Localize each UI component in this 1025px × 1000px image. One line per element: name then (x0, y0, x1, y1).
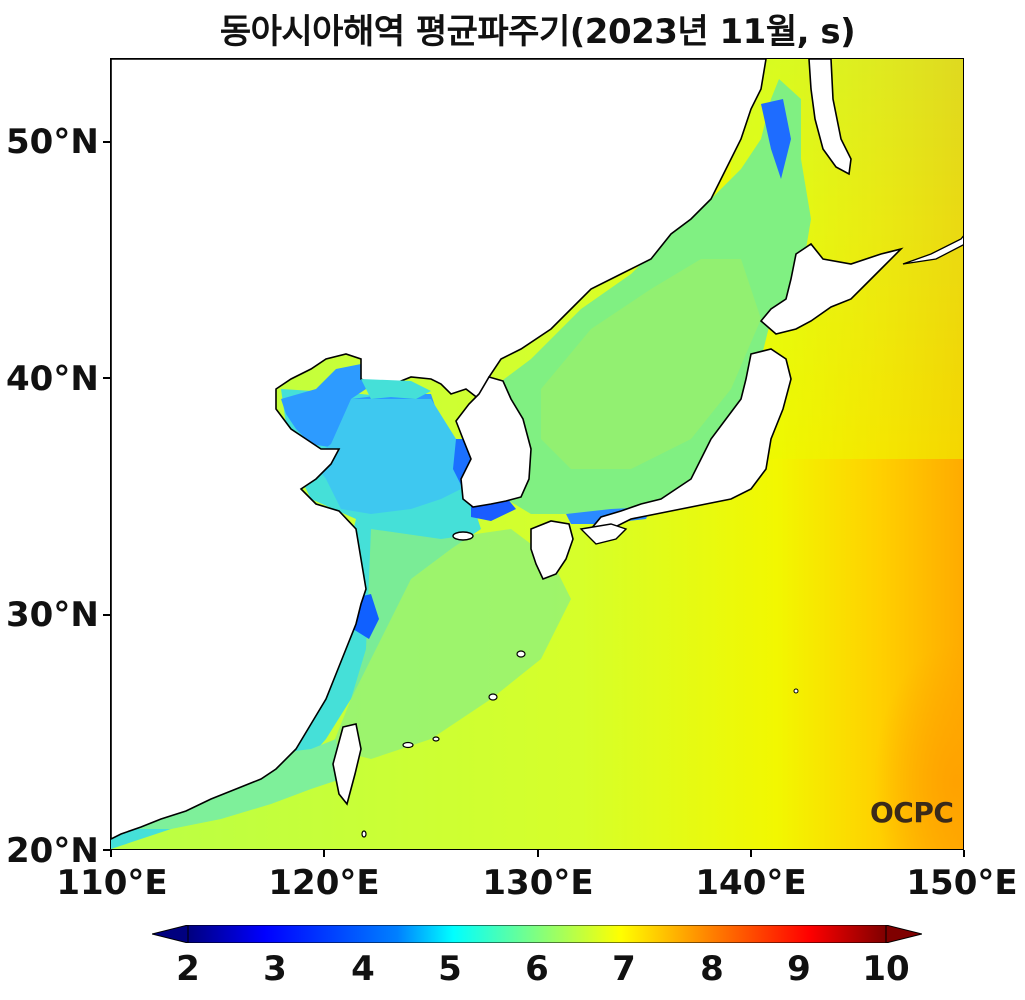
map-title: 동아시아해역 평균파주기(2023년 11월, s) (219, 12, 856, 52)
ryukyu-island (488, 693, 498, 701)
korean-peninsula (455, 376, 532, 508)
colorbar-extend-min (152, 925, 189, 943)
x-tick-label-110E: 110°E (56, 863, 168, 903)
hokkaido-island (759, 242, 904, 335)
ocpc-logo: OCPC (870, 796, 954, 829)
y-tick-mark (103, 141, 110, 143)
sakhalin-island (808, 59, 852, 176)
small-island (793, 688, 799, 694)
colorbar-label-4: 4 (351, 949, 375, 989)
y-tick-mark (103, 614, 110, 616)
x-tick-label-150E: 150°E (906, 863, 1018, 903)
tatar-strait (761, 99, 791, 179)
colorbar-label-8: 8 (700, 949, 724, 989)
y-tick-label-40N: 40°N (6, 359, 99, 399)
x-tick-label-120E: 120°E (268, 863, 380, 903)
colorbar-label-10: 10 (862, 949, 910, 989)
colorbar-label-7: 7 (612, 949, 636, 989)
asian-mainland (111, 59, 767, 840)
shikoku-island (579, 523, 628, 545)
y-tick-label-50N: 50°N (6, 122, 99, 162)
small-island (361, 830, 367, 838)
colorbar-extend-max (885, 925, 922, 943)
ryukyu-island (516, 650, 526, 658)
colorbar-label-3: 3 (263, 949, 287, 989)
colorbar-label-9: 9 (787, 949, 811, 989)
colorbar-label-2: 2 (176, 949, 200, 989)
y-tick-mark (103, 377, 110, 379)
east-china-sea (331, 529, 571, 759)
x-tick-mark (537, 850, 539, 857)
kuril-islands (902, 235, 963, 265)
jeju-island (452, 531, 474, 541)
x-tick-label-140E: 140°E (695, 863, 807, 903)
ryukyu-island (432, 736, 440, 742)
shandong-peninsula (361, 379, 431, 399)
east-sea-deep (541, 259, 761, 469)
x-tick-label-130E: 130°E (482, 863, 594, 903)
y-tick-label-30N: 30°N (6, 595, 99, 635)
x-tick-mark (110, 850, 112, 857)
x-tick-mark (963, 850, 965, 857)
y-tick-label-20N: 20°N (6, 831, 99, 871)
ryukyu-island (402, 741, 414, 749)
colorbar-gradient (187, 925, 887, 943)
map-canvas (111, 59, 963, 849)
wave-period-map (110, 58, 964, 850)
x-tick-mark (750, 850, 752, 857)
x-tick-mark (323, 850, 325, 857)
taiwan-island (332, 723, 362, 806)
colorbar-label-6: 6 (525, 949, 549, 989)
kyushu-island (530, 520, 574, 581)
yellow-sea-inner (311, 399, 461, 514)
y-tick-mark (103, 849, 110, 851)
colorbar (152, 925, 922, 943)
colorbar-label-5: 5 (438, 949, 462, 989)
